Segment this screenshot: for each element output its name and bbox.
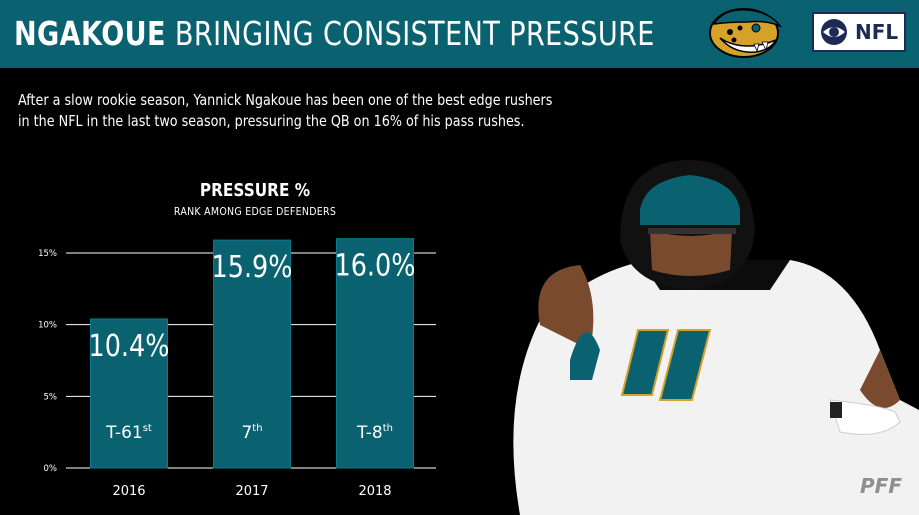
nfl-label: NFL: [855, 20, 899, 44]
bar: [90, 318, 168, 469]
player-photo: [513, 160, 919, 515]
bar-value-label: 10.4%: [89, 328, 170, 364]
pressure-bar-chart: 0% 5% 10% 15% 10.4% T-61st 2016 15.9% 7th 2017 16.…: [38, 238, 436, 499]
intro-text: After a slow rookie season, Yannick Ngak…: [18, 90, 562, 132]
cbs-nfl-badge: NFL: [812, 12, 906, 52]
pff-logo: PFF: [860, 474, 902, 498]
bar-value-label: 16.0%: [335, 248, 416, 284]
title-name: NGAKOUE: [14, 14, 166, 53]
y-tick-label: 0%: [44, 464, 58, 474]
jaguar-logo-icon: [709, 8, 783, 58]
bar-value-label: 15.9%: [212, 249, 293, 285]
bar: [336, 238, 414, 469]
title-tagline: BRINGING CONSISTENT PRESSURE: [174, 14, 655, 53]
chart-subtitle: RANK AMONG EDGE DEFENDERS: [173, 206, 337, 218]
y-tick-label: 15%: [38, 249, 57, 259]
intro-line-2: in the NFL in the last two season, press…: [18, 112, 525, 130]
bar-rank-label: 7th: [241, 423, 262, 443]
bar-rank-label: T-8th: [356, 423, 393, 443]
page-title: NGAKOUE BRINGING CONSISTENT PRESSURE: [14, 13, 655, 55]
x-tick-label: 2018: [358, 484, 391, 499]
bar-rank-label: T-61st: [105, 423, 152, 443]
y-tick-label: 5%: [44, 392, 58, 402]
intro-line-1: After a slow rookie season, Yannick Ngak…: [18, 91, 553, 109]
chart-title: PRESSURE %: [199, 180, 311, 201]
x-tick-label: 2016: [112, 484, 145, 499]
header-bar: NGAKOUE BRINGING CONSISTENT PRESSURE NFL: [0, 0, 919, 68]
bar: [213, 239, 291, 469]
y-tick-label: 10%: [38, 321, 57, 331]
x-tick-label: 2017: [235, 484, 268, 499]
cbs-eye-icon: [821, 19, 847, 45]
